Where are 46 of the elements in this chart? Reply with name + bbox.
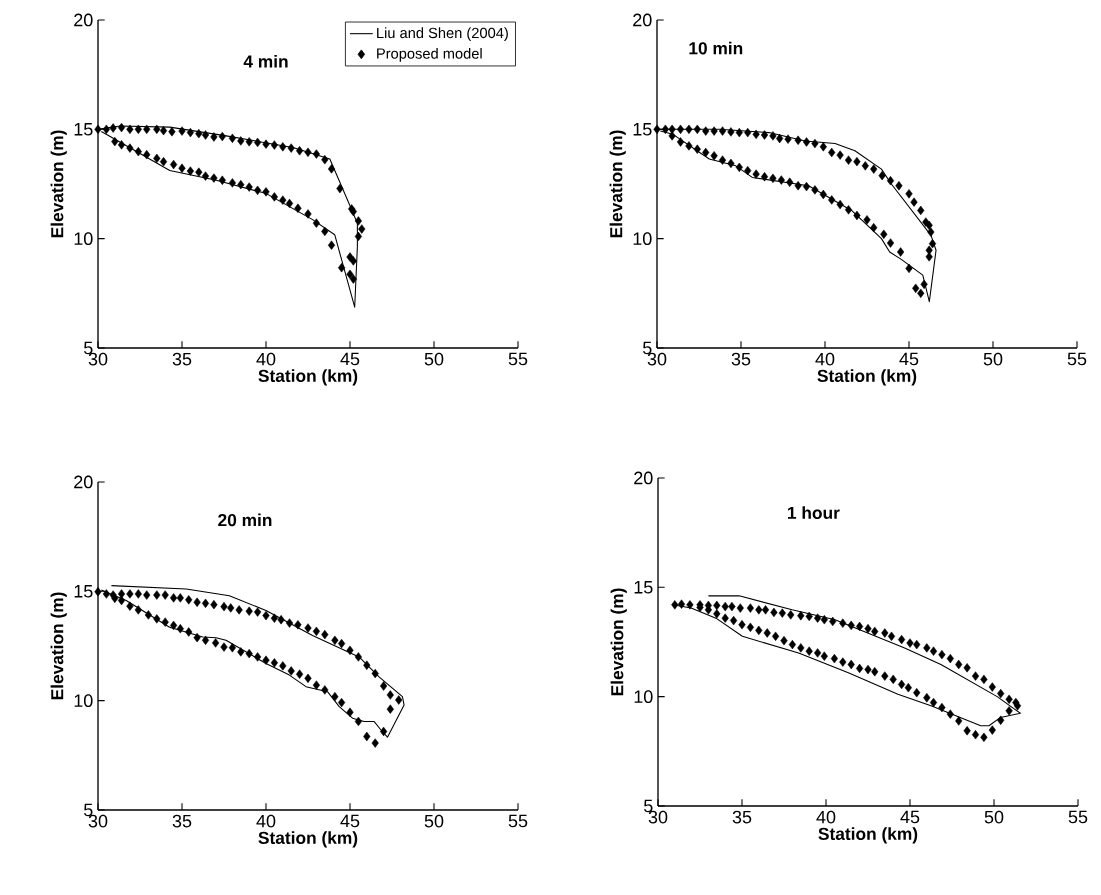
y-axis-title: Elevation (m) xyxy=(50,592,67,700)
x-tick-label: 35 xyxy=(172,352,192,366)
y-tick-label: 10 xyxy=(74,232,93,246)
text: 10 min xyxy=(689,41,743,55)
y-tick-label: 20 xyxy=(633,13,652,27)
y-tick-label: 15 xyxy=(74,585,93,598)
x-tick-label: 40 xyxy=(816,810,836,824)
x-tick-label: 55 xyxy=(1068,810,1088,824)
x-tick-label: 40 xyxy=(256,352,276,366)
x-tick-label: 55 xyxy=(508,814,528,828)
y-tick-label: 10 xyxy=(634,690,653,704)
x-axis-title: Station (km) xyxy=(258,369,358,386)
x-tick-label: 40 xyxy=(815,352,835,366)
x-tick-label: 45 xyxy=(340,814,360,828)
x-tick-label: 45 xyxy=(900,810,920,824)
x-tick-label: 40 xyxy=(256,814,276,828)
x-tick-label: 50 xyxy=(424,814,444,828)
x-tick-label: 45 xyxy=(899,352,919,366)
x-tick-label: 50 xyxy=(424,352,444,366)
y-tick-label: 20 xyxy=(634,471,653,485)
y-axis-title: Elevation (m) xyxy=(609,130,626,238)
x-tick-label: 55 xyxy=(508,352,528,366)
legend-label: Liu and Shen (2004) xyxy=(377,27,508,42)
y-tick-label: 20 xyxy=(74,475,93,489)
x-tick-label: 50 xyxy=(983,352,1003,366)
y-tick-label: 10 xyxy=(633,232,652,246)
y-tick-label: 15 xyxy=(74,123,93,136)
x-axis-title: Station (km) xyxy=(818,827,918,844)
y-tick-label: 15 xyxy=(634,581,653,594)
x-tick-label: 35 xyxy=(732,810,752,824)
x-axis-title: Station (km) xyxy=(817,369,917,386)
x-tick-label: 55 xyxy=(1067,352,1087,366)
text: 20 min xyxy=(218,513,272,527)
x-tick-label: 35 xyxy=(172,814,192,828)
text: 4 min xyxy=(243,54,288,68)
y-axis-title: Elevation (m) xyxy=(50,130,67,238)
y-tick-label: 10 xyxy=(74,694,93,708)
text: 1 hour xyxy=(788,506,840,519)
x-tick-label: 45 xyxy=(340,352,360,366)
y-tick-label: 20 xyxy=(74,13,93,27)
y-tick-label: 15 xyxy=(633,123,652,136)
x-tick-label: 50 xyxy=(984,810,1004,824)
legend-label: Proposed model xyxy=(377,47,482,62)
x-tick-label: 35 xyxy=(731,352,751,366)
y-axis-title: Elevation (m) xyxy=(610,588,627,696)
x-axis-title: Station (km) xyxy=(258,831,358,848)
